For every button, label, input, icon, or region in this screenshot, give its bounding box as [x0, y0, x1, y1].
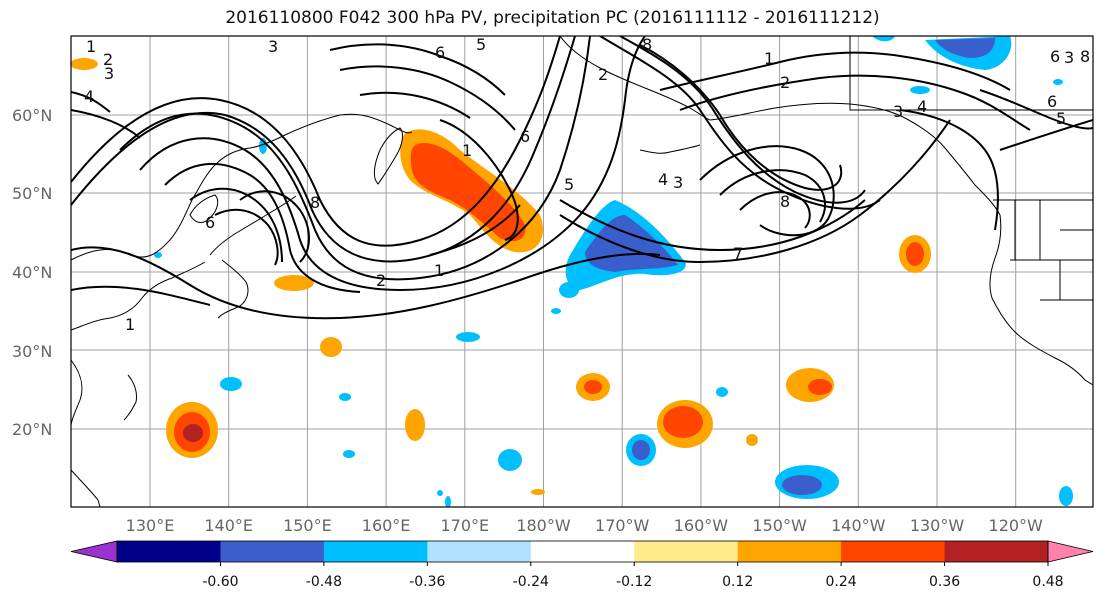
colorbar-extension-high: [1047, 540, 1094, 563]
colorbar-segment: [117, 541, 221, 562]
contour-label: 3: [268, 37, 278, 56]
contour-label: 4: [917, 97, 927, 116]
pv-contours: [71, 36, 1093, 320]
colorbar-frame: [116, 540, 1049, 563]
lon-label: 180°W: [516, 516, 571, 535]
contour-label: 6: [205, 213, 215, 232]
colorbar-tick-label: -0.12: [616, 574, 652, 590]
colorbar-tick-label: 0.24: [826, 574, 857, 590]
map-title: 2016110800 F042 300 hPa PV, precipitatio…: [225, 8, 880, 28]
pv-contour-labels: 1 2 3 4 3 5 6 8 1 2 3 4 6 5 8 8 6 7 6 5 …: [84, 35, 1090, 334]
lat-label: 50°N: [12, 184, 52, 203]
colorbar-tick-label: -0.60: [202, 574, 238, 590]
contour-label: 4: [658, 170, 668, 189]
lon-label: 160°W: [674, 516, 729, 535]
lon-label: 120°W: [989, 516, 1044, 535]
colorbar-tick-label: -0.24: [513, 574, 549, 590]
contour-label: 1: [462, 141, 472, 160]
contour-label: 6: [1047, 92, 1057, 111]
lon-label: 140°E: [204, 516, 253, 535]
contour-label: 2: [598, 65, 608, 84]
contour-label: 6: [435, 43, 445, 62]
colorbar-segment: [323, 541, 428, 562]
lon-label: 130°E: [126, 516, 175, 535]
contour-label: 2: [376, 271, 386, 290]
contour-label: 8: [780, 192, 790, 211]
contour-label: 2: [780, 73, 790, 92]
lon-label: 160°E: [362, 516, 411, 535]
colorbar-segment: [530, 541, 635, 562]
lat-label: 40°N: [12, 263, 52, 282]
colorbar-segment: [427, 541, 532, 562]
contour-label: 8: [310, 193, 320, 212]
lon-label: 140°W: [831, 516, 886, 535]
colorbar-tick-label: 0.48: [1032, 574, 1063, 590]
contour-label: 8: [642, 35, 652, 54]
contour-label: 2: [103, 50, 113, 69]
contour-label: 5: [564, 175, 574, 194]
colorbar: [70, 540, 1094, 563]
precip-area-negative-core: [585, 215, 678, 272]
contour-label: 1: [764, 49, 774, 68]
colorbar-segment: [944, 541, 1049, 562]
contour-label: 5: [476, 35, 486, 54]
lat-label: 60°N: [12, 106, 52, 125]
contour-label: 3: [893, 102, 903, 121]
colorbar-tick-labels: -0.60 -0.48 -0.36 -0.24 -0.12 0.12 0.24 0.36 0.4…: [202, 562, 1064, 590]
contour-label: 1: [86, 37, 96, 56]
contour-label: 7: [733, 244, 743, 263]
contour-label: 6: [1050, 47, 1060, 66]
contour-label: 5: [1056, 109, 1066, 128]
lon-label: 170°E: [440, 516, 489, 535]
contour-label: 3: [1064, 48, 1074, 67]
colorbar-tick-label: -0.48: [306, 574, 342, 590]
contour-label: 4: [84, 87, 94, 106]
contour-label: 1: [434, 261, 444, 280]
contour-label: 3: [104, 64, 114, 83]
lon-label: 150°E: [283, 516, 332, 535]
colorbar-segment: [220, 541, 325, 562]
longitude-labels: 130°E 140°E 150°E 160°E 170°E 180°W 170°W 160°W…: [126, 516, 1043, 535]
contour-label: 1: [125, 315, 135, 334]
colorbar-extension-low: [70, 540, 118, 563]
lat-label: 20°N: [12, 420, 52, 439]
lon-label: 150°W: [752, 516, 807, 535]
coastlines: [71, 36, 1093, 507]
colorbar-segment: [841, 541, 946, 562]
contour-label: 3: [673, 173, 683, 192]
colorbar-tick-label: 0.36: [929, 574, 960, 590]
precip-area-negative-core: [935, 38, 995, 58]
lat-label: 30°N: [12, 342, 52, 361]
lon-label: 170°W: [595, 516, 650, 535]
colorbar-segment: [634, 541, 739, 562]
colorbar-segment: [737, 541, 842, 562]
precip-shading: [71, 36, 1073, 507]
colorbar-tick-label: 0.12: [722, 574, 753, 590]
contour-label: 6: [520, 127, 530, 146]
plot-frame: [70, 35, 1094, 508]
contour-label: 8: [1080, 47, 1090, 66]
precip-area-positive-core: [410, 142, 526, 242]
lon-label: 130°W: [910, 516, 965, 535]
latitude-labels: 60°N 50°N 40°N 30°N 20°N: [12, 106, 52, 439]
colorbar-tick-label: -0.36: [409, 574, 445, 590]
